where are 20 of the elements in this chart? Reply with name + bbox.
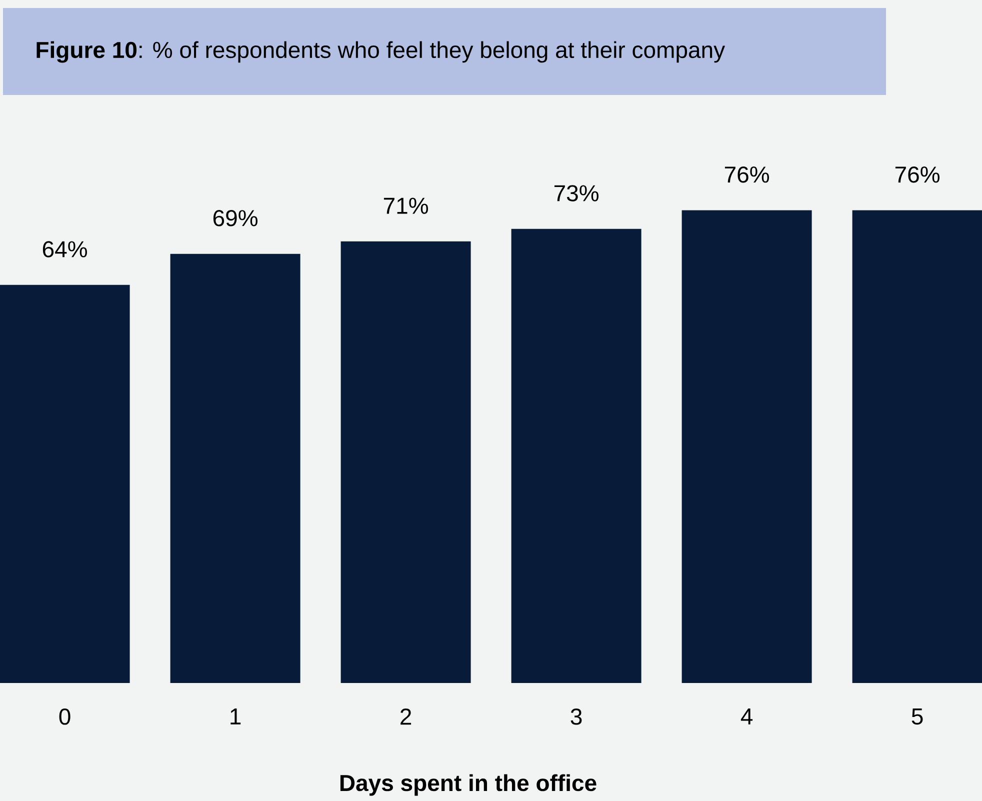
data-label: 71% <box>384 198 428 214</box>
x-axis-title: Days spent in the office <box>340 774 596 796</box>
x-tick-label: 2 <box>400 708 412 725</box>
x-tick-label: 5 <box>912 708 923 725</box>
data-label: 64% <box>42 241 87 258</box>
x-tick-label: 1 <box>230 708 241 724</box>
chart-title: Figure 10: % of respondents who feel they belong at their company <box>36 41 726 63</box>
bar <box>511 228 642 683</box>
x-tick-label: 4 <box>740 708 753 724</box>
data-label: 76% <box>724 166 769 183</box>
bar <box>340 241 471 683</box>
bar <box>682 210 812 683</box>
data-label: 73% <box>554 185 598 202</box>
bar <box>170 254 300 683</box>
data-label: 76% <box>895 166 940 183</box>
bar <box>852 210 982 683</box>
data-label: 69% <box>213 210 258 226</box>
x-tick-label: 0 <box>59 708 70 725</box>
x-tick-label: 3 <box>570 708 582 725</box>
bar <box>0 284 130 683</box>
